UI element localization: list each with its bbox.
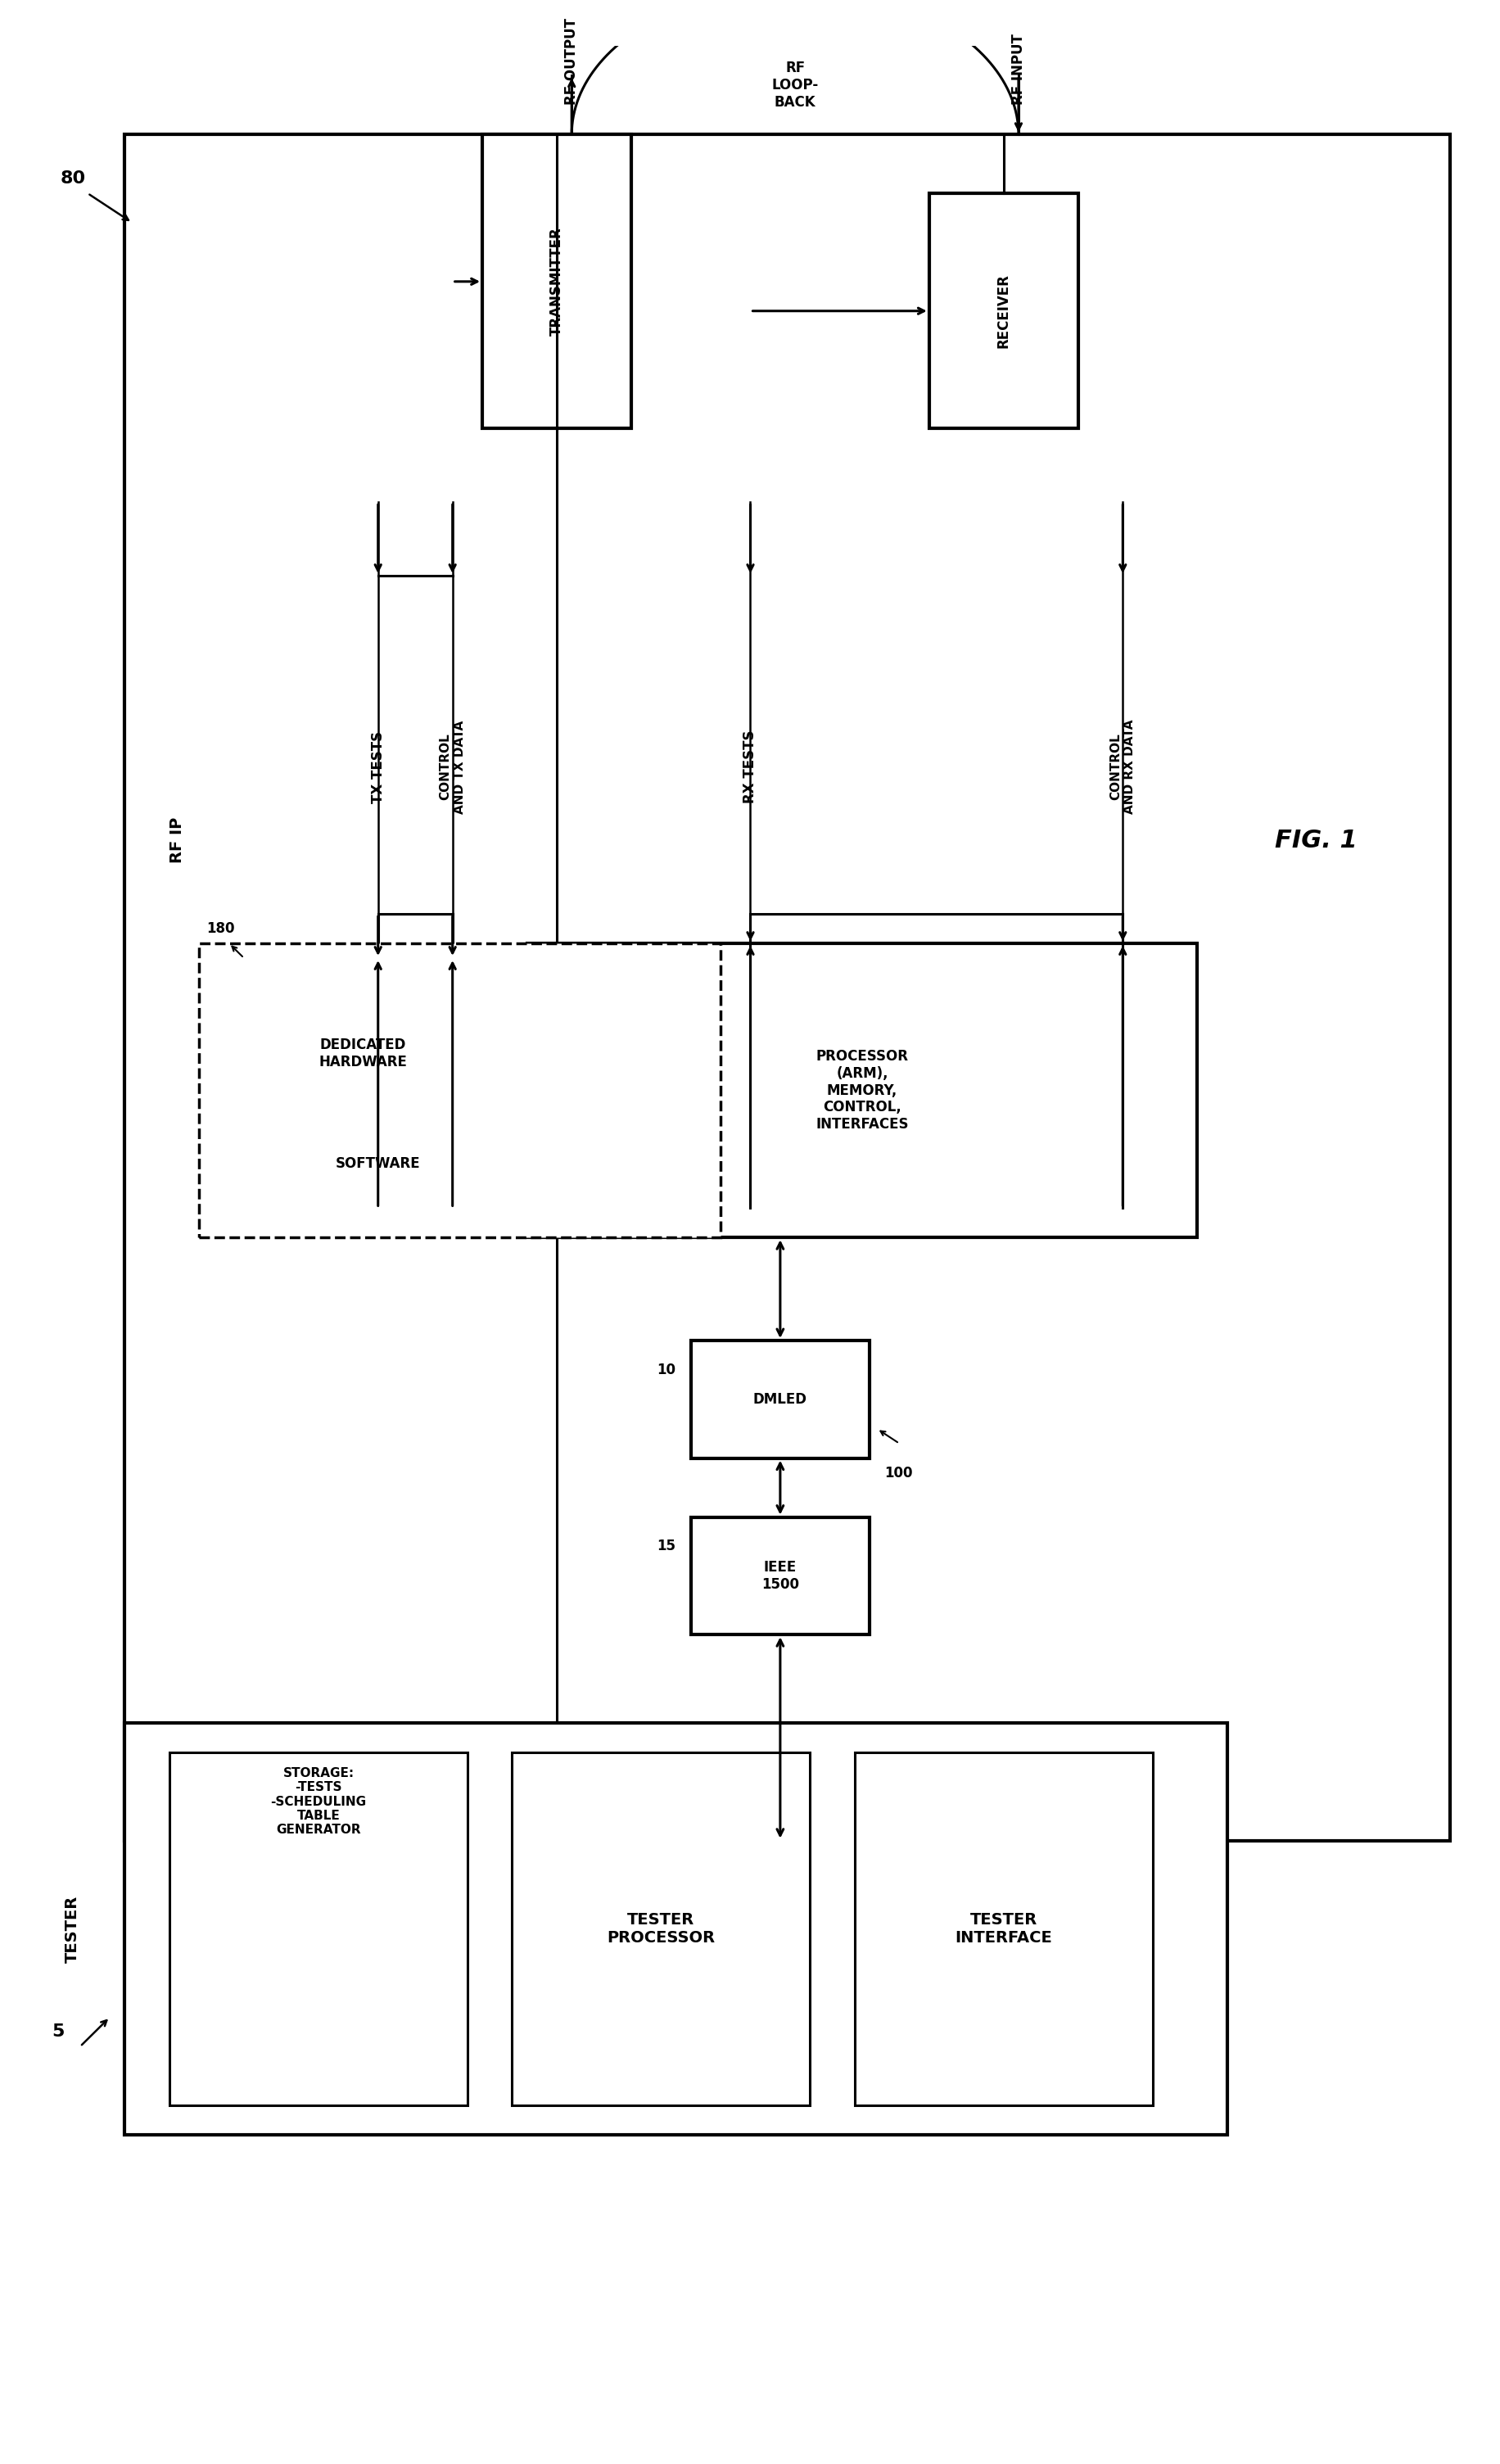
- Bar: [214, 1099, 542, 1230]
- Text: TESTER
INTERFACE: TESTER INTERFACE: [954, 1912, 1052, 1947]
- Text: RF IP: RF IP: [170, 818, 184, 862]
- Text: 180: 180: [207, 922, 236, 936]
- Text: TESTER: TESTER: [64, 1895, 81, 1961]
- Bar: [512, 1752, 810, 2104]
- Text: TRANSMITTER: TRANSMITTER: [549, 227, 564, 335]
- Bar: [690, 1340, 868, 1459]
- Text: RF OUTPUT: RF OUTPUT: [564, 17, 579, 106]
- Bar: [928, 192, 1077, 429]
- Text: TX TESTS: TX TESTS: [370, 732, 386, 803]
- Text: TESTER
PROCESSOR: TESTER PROCESSOR: [606, 1912, 714, 1947]
- Text: RF
LOOP-
BACK: RF LOOP- BACK: [771, 62, 818, 111]
- Text: STORAGE:
-TESTS
-SCHEDULING
TABLE
GENERATOR: STORAGE: -TESTS -SCHEDULING TABLE GENERA…: [270, 1767, 366, 1836]
- Text: CONTROL
AND TX DATA: CONTROL AND TX DATA: [439, 719, 465, 813]
- Text: PROCESSOR
(ARM),
MEMORY,
CONTROL,
INTERFACES: PROCESSOR (ARM), MEMORY, CONTROL, INTERF…: [814, 1050, 907, 1131]
- Text: 10: 10: [657, 1363, 675, 1377]
- Bar: [482, 136, 631, 429]
- Text: 15: 15: [657, 1540, 675, 1555]
- Bar: [853, 1752, 1152, 2104]
- Bar: [690, 1518, 868, 1634]
- Text: 5: 5: [51, 2023, 64, 2040]
- Text: 80: 80: [60, 170, 86, 187]
- Bar: [229, 958, 496, 1148]
- Text: RF INPUT: RF INPUT: [1011, 34, 1026, 106]
- Text: CONTROL
AND RX DATA: CONTROL AND RX DATA: [1108, 719, 1136, 813]
- Text: 100: 100: [884, 1466, 912, 1481]
- Text: SOFTWARE: SOFTWARE: [336, 1156, 420, 1170]
- Text: DMLED: DMLED: [753, 1392, 807, 1407]
- Text: DEDICATED
HARDWARE: DEDICATED HARDWARE: [320, 1037, 406, 1069]
- Text: IEEE
1500: IEEE 1500: [760, 1560, 798, 1592]
- Bar: [124, 136, 1449, 1841]
- Bar: [200, 944, 720, 1237]
- Text: RX TESTS: RX TESTS: [742, 729, 758, 803]
- Text: FIG. 1: FIG. 1: [1275, 828, 1358, 853]
- Bar: [170, 1752, 466, 2104]
- Bar: [526, 944, 1197, 1237]
- Bar: [124, 1722, 1227, 2134]
- Text: RECEIVER: RECEIVER: [996, 274, 1011, 347]
